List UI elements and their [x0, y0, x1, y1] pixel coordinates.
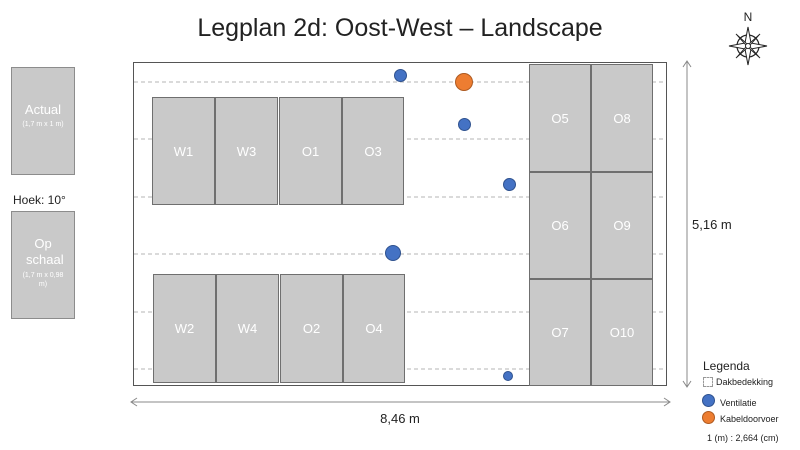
ventilation-dot: [503, 371, 513, 381]
compass-north-label: N: [743, 10, 753, 24]
panel-o5: O5: [529, 64, 591, 172]
panel-o2: O2: [280, 274, 343, 383]
page-title: Legplan 2d: Oost-West – Landscape: [197, 14, 603, 42]
panel-w1: W1: [152, 97, 215, 205]
scaled-size: (1,7 m x 0,98 m): [22, 272, 64, 288]
panel-o8: O8: [591, 64, 653, 172]
width-dimension-label: 8,46 m: [380, 411, 420, 426]
scaled-label: Op schaal: [26, 236, 64, 267]
ventilation-dot: [458, 118, 471, 131]
legend-cable-label: Kabeldoorvoer: [720, 414, 779, 424]
width-dimension-arrow: [130, 397, 671, 407]
panel-w2: W2: [153, 274, 216, 383]
panel-o9: O9: [591, 172, 653, 279]
legend-ventilation-dot: [702, 394, 715, 407]
height-dimension-label: 5,16 m: [692, 217, 732, 232]
ventilation-dot: [385, 245, 401, 261]
panel-o7: O7: [529, 279, 591, 386]
scaled-panel-sample: Op schaal (1,7 m x 0,98 m): [11, 211, 75, 319]
actual-size: (1,7 m x 1 m): [22, 121, 64, 128]
legend-cable-dot: [702, 411, 715, 424]
cable-entry-dot: [455, 73, 473, 91]
compass-rose-icon: [728, 26, 768, 66]
height-dimension-arrow: [682, 60, 692, 388]
compass: N: [723, 10, 773, 70]
angle-label: Hoek: 10°: [13, 193, 66, 207]
panel-o10: O10: [591, 279, 653, 386]
ventilation-dot: [503, 178, 516, 191]
legend-ventilation-label: Ventilatie: [720, 398, 757, 408]
panel-w3: W3: [215, 97, 278, 205]
actual-panel-sample: Actual (1,7 m x 1 m): [11, 67, 75, 175]
panel-w4: W4: [216, 274, 279, 383]
legend-title: Legenda: [703, 359, 750, 373]
actual-label: Actual: [24, 102, 62, 117]
legend-roof-swatch: [703, 377, 713, 387]
legend-roof-label: Dakbedekking: [716, 377, 774, 387]
panel-o6: O6: [529, 172, 591, 279]
legend-scale: 1 (m) : 2,664 (cm): [707, 433, 779, 443]
panel-o1: O1: [279, 97, 342, 205]
panel-o3: O3: [342, 97, 404, 205]
panel-o4: O4: [343, 274, 405, 383]
ventilation-dot: [394, 69, 407, 82]
